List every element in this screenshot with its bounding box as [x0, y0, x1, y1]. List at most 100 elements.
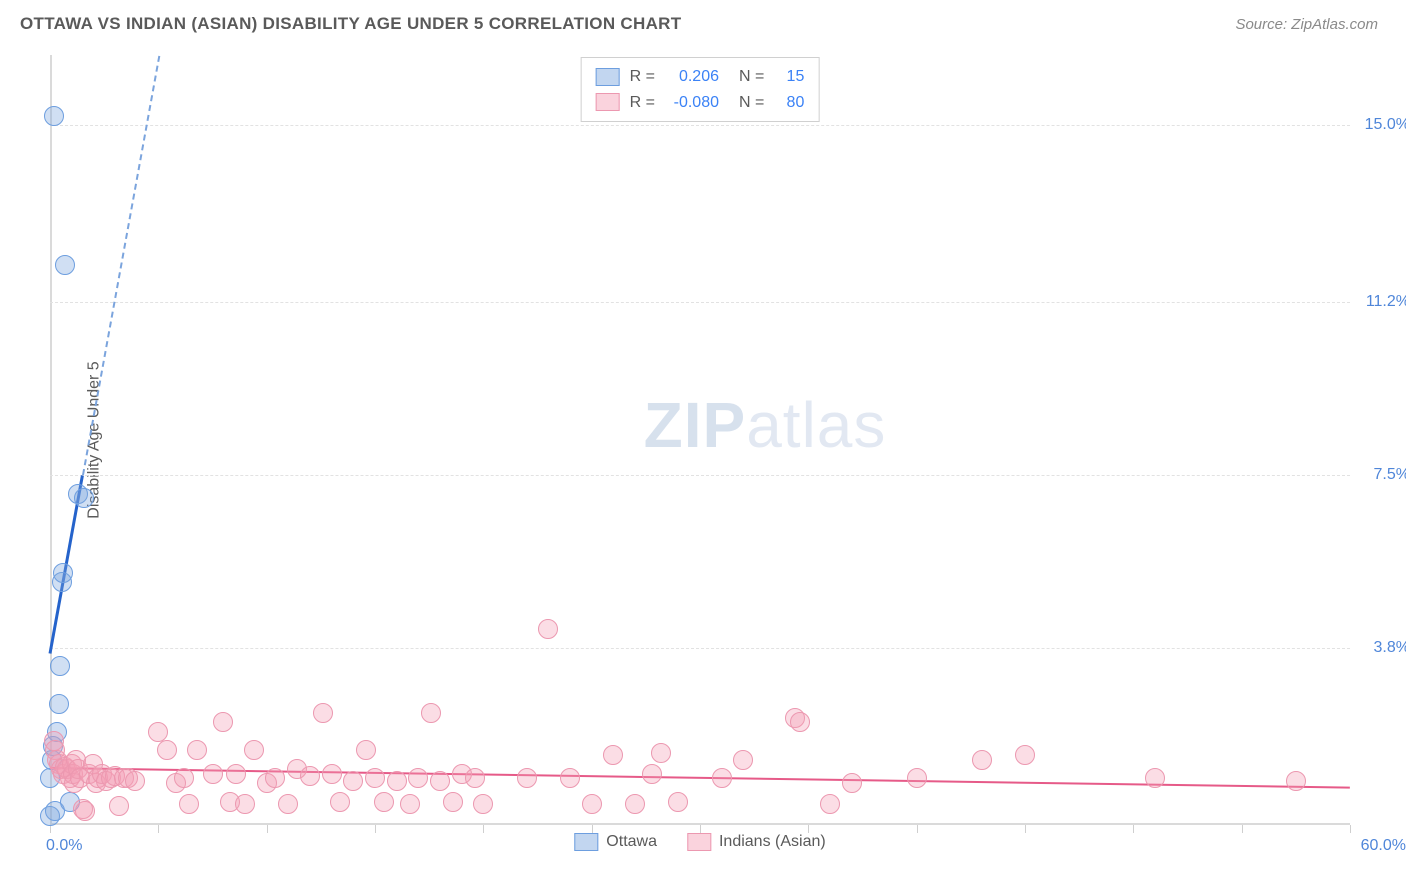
- data-point: [443, 792, 463, 812]
- data-point: [1015, 745, 1035, 765]
- data-point: [44, 106, 64, 126]
- legend-r-label: R =: [630, 64, 655, 90]
- legend-label: Ottawa: [606, 833, 657, 851]
- x-tick: [917, 825, 918, 833]
- data-point: [1145, 768, 1165, 788]
- data-point: [400, 794, 420, 814]
- data-point: [842, 773, 862, 793]
- data-point: [148, 722, 168, 742]
- data-point: [603, 745, 623, 765]
- grid-line: [50, 302, 1350, 303]
- data-point: [265, 768, 285, 788]
- legend-n-value: 80: [774, 90, 804, 116]
- x-tick: [267, 825, 268, 833]
- data-point: [235, 794, 255, 814]
- data-point: [53, 563, 73, 583]
- data-point: [473, 794, 493, 814]
- correlation-legend: R = 0.206 N = 15 R = -0.080 N = 80: [581, 57, 820, 122]
- chart-title: OTTAWA VS INDIAN (ASIAN) DISABILITY AGE …: [20, 14, 681, 34]
- x-tick: [158, 825, 159, 833]
- data-point: [300, 766, 320, 786]
- data-point: [517, 768, 537, 788]
- data-point: [430, 771, 450, 791]
- data-point: [330, 792, 350, 812]
- legend-row: R = -0.080 N = 80: [596, 90, 805, 116]
- legend-label: Indians (Asian): [719, 833, 826, 851]
- data-point: [820, 794, 840, 814]
- y-tick-label: 3.8%: [1374, 639, 1406, 657]
- x-tick: [1350, 825, 1351, 833]
- plot-region: 3.8%7.5%11.2%15.0%: [50, 55, 1350, 825]
- data-point: [538, 619, 558, 639]
- legend-swatch: [596, 93, 620, 111]
- data-point: [109, 796, 129, 816]
- data-point: [668, 792, 688, 812]
- data-point: [356, 740, 376, 760]
- data-point: [322, 764, 342, 784]
- legend-swatch: [574, 833, 598, 851]
- chart-header: OTTAWA VS INDIAN (ASIAN) DISABILITY AGE …: [0, 0, 1406, 42]
- data-point: [187, 740, 207, 760]
- y-tick-label: 7.5%: [1374, 466, 1406, 484]
- data-point: [55, 255, 75, 275]
- legend-swatch: [687, 833, 711, 851]
- legend-n-label: N =: [739, 64, 764, 90]
- data-point: [313, 703, 333, 723]
- chart-area: Disability Age Under 5 ZIPatlas 3.8%7.5%…: [50, 55, 1350, 825]
- y-tick-label: 15.0%: [1365, 116, 1406, 134]
- legend-item: Ottawa: [574, 833, 657, 851]
- data-point: [179, 794, 199, 814]
- legend-row: R = 0.206 N = 15: [596, 64, 805, 90]
- data-point: [712, 768, 732, 788]
- data-point: [74, 488, 94, 508]
- series-legend: Ottawa Indians (Asian): [574, 823, 825, 851]
- data-point: [278, 794, 298, 814]
- data-point: [625, 794, 645, 814]
- trend-line: [82, 56, 160, 475]
- x-min-label: 0.0%: [46, 837, 82, 855]
- y-tick-label: 11.2%: [1366, 293, 1406, 311]
- data-point: [790, 712, 810, 732]
- grid-line: [50, 125, 1350, 126]
- x-tick: [483, 825, 484, 833]
- data-point: [387, 771, 407, 791]
- grid-line: [50, 475, 1350, 476]
- data-point: [244, 740, 264, 760]
- data-point: [560, 768, 580, 788]
- data-point: [651, 743, 671, 763]
- data-point: [49, 694, 69, 714]
- data-point: [582, 794, 602, 814]
- data-point: [157, 740, 177, 760]
- data-point: [972, 750, 992, 770]
- data-point: [174, 768, 194, 788]
- legend-n-value: 15: [774, 64, 804, 90]
- legend-r-value: -0.080: [665, 90, 719, 116]
- legend-n-label: N =: [739, 90, 764, 116]
- data-point: [203, 764, 223, 784]
- legend-item: Indians (Asian): [687, 833, 826, 851]
- data-point: [343, 771, 363, 791]
- data-point: [907, 768, 927, 788]
- data-point: [374, 792, 394, 812]
- data-point: [733, 750, 753, 770]
- legend-r-value: 0.206: [665, 64, 719, 90]
- x-tick: [375, 825, 376, 833]
- x-max-label: 60.0%: [1361, 837, 1406, 855]
- data-point: [421, 703, 441, 723]
- legend-r-label: R =: [630, 90, 655, 116]
- data-point: [408, 768, 428, 788]
- chart-source: Source: ZipAtlas.com: [1235, 16, 1378, 33]
- grid-line: [50, 648, 1350, 649]
- data-point: [1286, 771, 1306, 791]
- data-point: [50, 656, 70, 676]
- data-point: [125, 771, 145, 791]
- data-point: [465, 768, 485, 788]
- data-point: [213, 712, 233, 732]
- x-tick: [1133, 825, 1134, 833]
- x-tick: [50, 825, 51, 833]
- data-point: [642, 764, 662, 784]
- x-tick: [1242, 825, 1243, 833]
- x-tick: [1025, 825, 1026, 833]
- legend-swatch: [596, 68, 620, 86]
- data-point: [75, 801, 95, 821]
